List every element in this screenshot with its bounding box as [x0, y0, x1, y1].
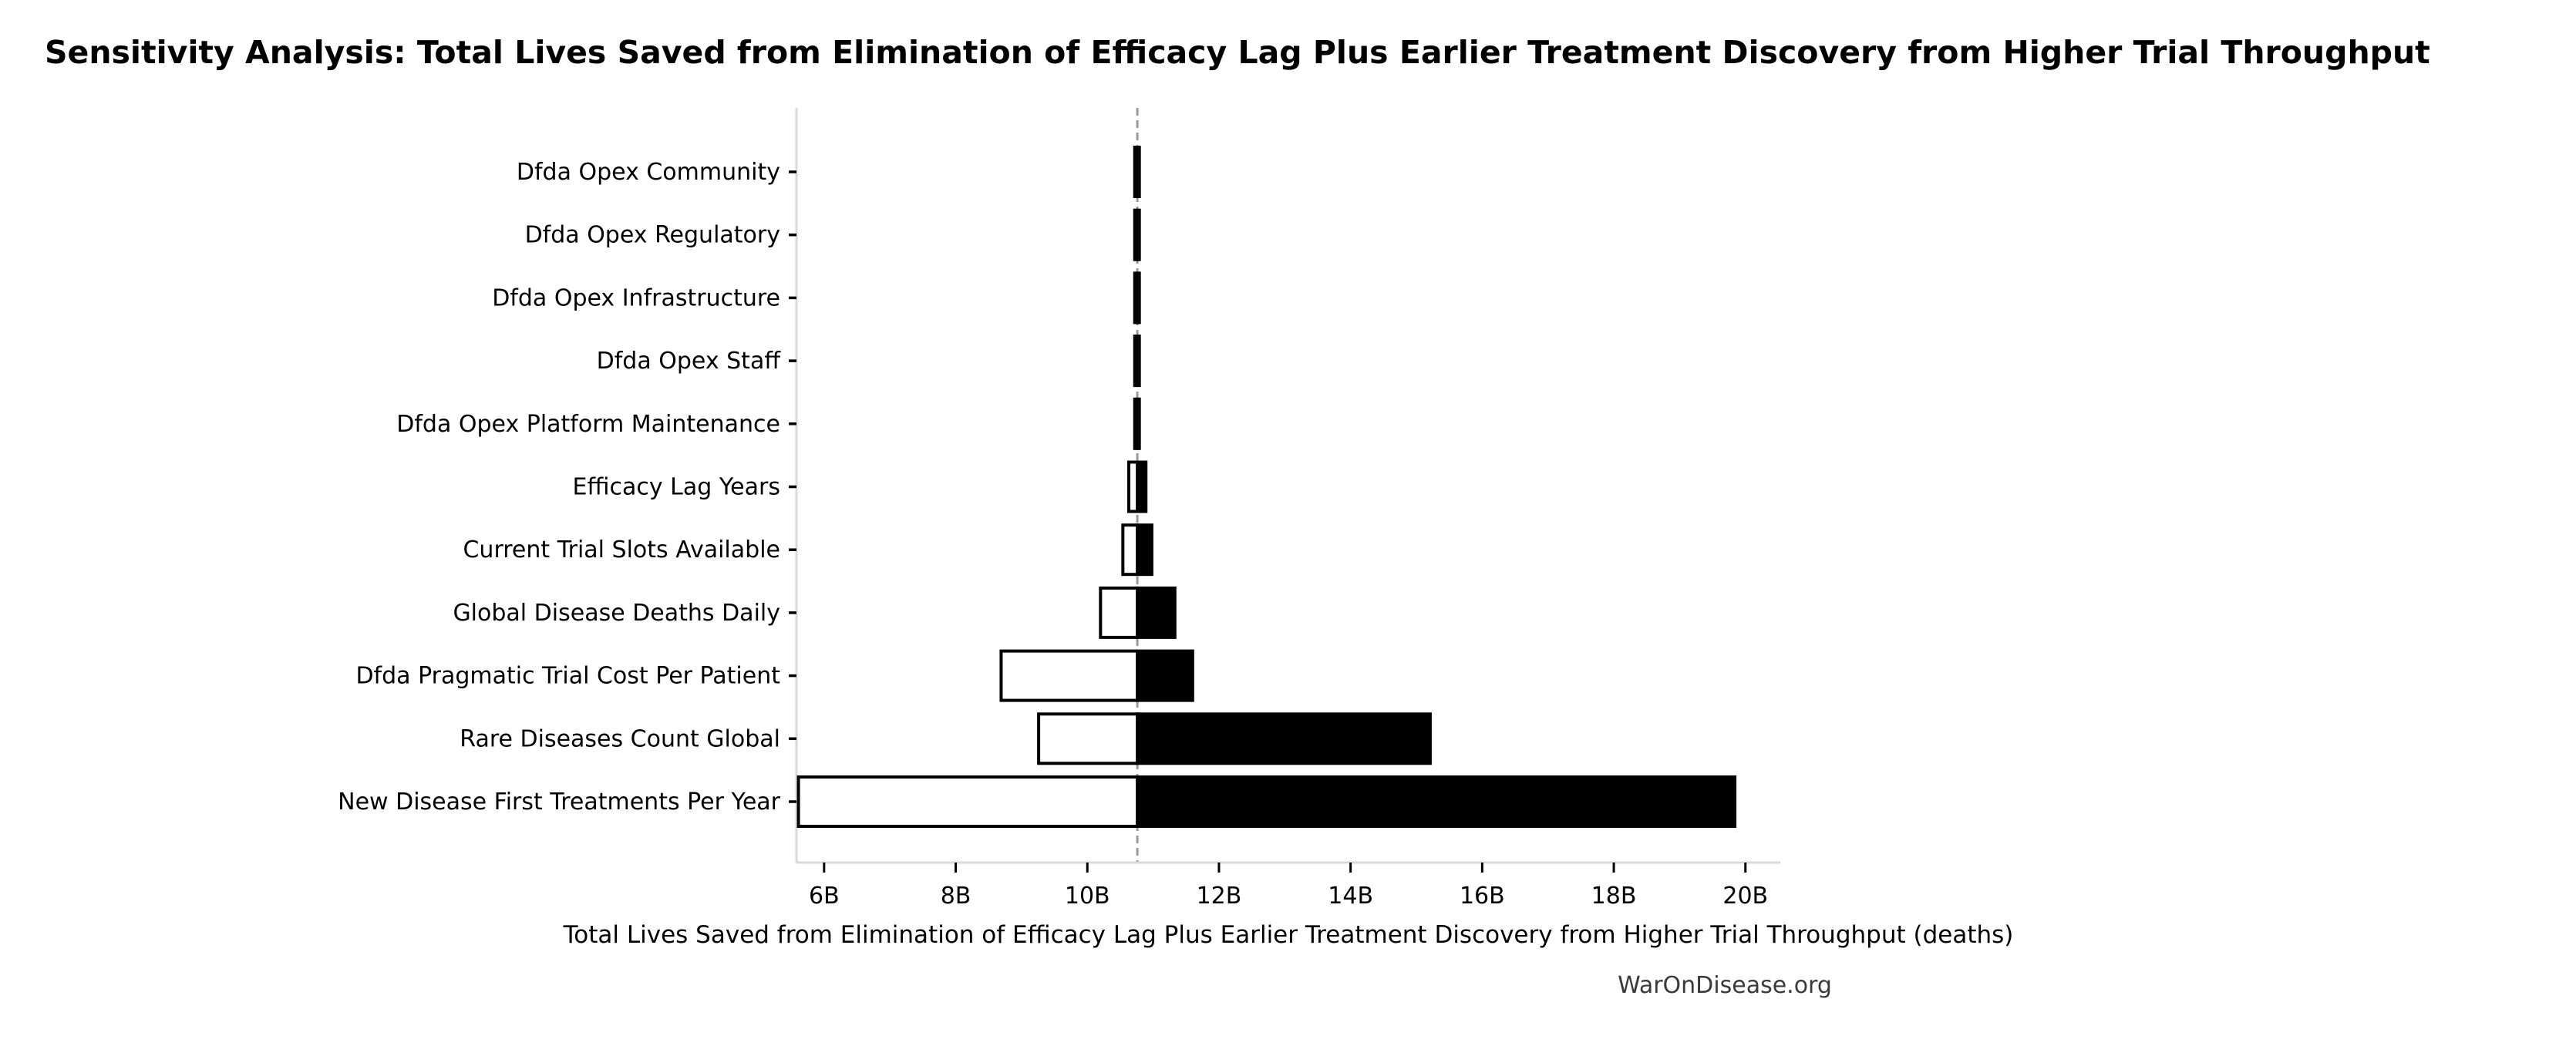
category-label: Dfda Opex Community	[517, 159, 780, 186]
tornado-bar-high	[1136, 649, 1194, 702]
tornado-bar-low	[1133, 208, 1140, 261]
x-tick-label: 6B	[809, 883, 840, 910]
category-label: Dfda Opex Staff	[597, 348, 782, 375]
category-label: Dfda Opex Infrastructure	[492, 284, 780, 311]
tornado-bar-low	[1133, 397, 1140, 450]
x-tick-label: 20B	[1722, 883, 1768, 910]
category-label: Rare Diseases Count Global	[460, 725, 780, 752]
x-tick-label: 12B	[1197, 883, 1242, 910]
category-label: Efficacy Lag Years	[573, 474, 780, 501]
tornado-bar-high	[1136, 586, 1177, 639]
category-label: Current Trial Slots Available	[463, 536, 780, 563]
x-axis-label: Total Lives Saved from Elimination of Ef…	[563, 921, 2014, 949]
chart-title: Sensitivity Analysis: Total Lives Saved …	[45, 34, 2430, 71]
x-tick-label: 16B	[1460, 883, 1505, 910]
tornado-bar-high	[1136, 712, 1432, 765]
tornado-bar-low	[1121, 523, 1140, 577]
x-tick-label: 8B	[941, 883, 971, 910]
category-label: New Disease First Treatments Per Year	[338, 789, 781, 816]
tornado-bar-low	[1133, 271, 1140, 325]
tornado-bar-low	[1133, 146, 1140, 198]
tornado-bar-low	[796, 775, 1140, 828]
tornado-bar-low	[1099, 586, 1140, 639]
category-label: Dfda Opex Platform Maintenance	[396, 411, 780, 438]
x-tick-label: 14B	[1328, 883, 1373, 910]
x-tick-label: 10B	[1065, 883, 1110, 910]
tornado-bar-high	[1136, 775, 1737, 828]
category-label: Dfda Opex Regulatory	[525, 222, 780, 249]
footer-brand-text: WarOnDisease.org	[1618, 972, 1832, 999]
tornado-bar-high	[1136, 523, 1153, 577]
category-label: Global Disease Deaths Daily	[453, 600, 780, 627]
x-tick-label: 18B	[1591, 883, 1637, 910]
tornado-bar-low	[1037, 712, 1140, 765]
tornado-bar-low	[999, 649, 1140, 702]
tornado-bar-low	[1127, 460, 1140, 513]
category-label: Dfda Pragmatic Trial Cost Per Patient	[355, 663, 780, 690]
tornado-bar-low	[1133, 335, 1140, 388]
